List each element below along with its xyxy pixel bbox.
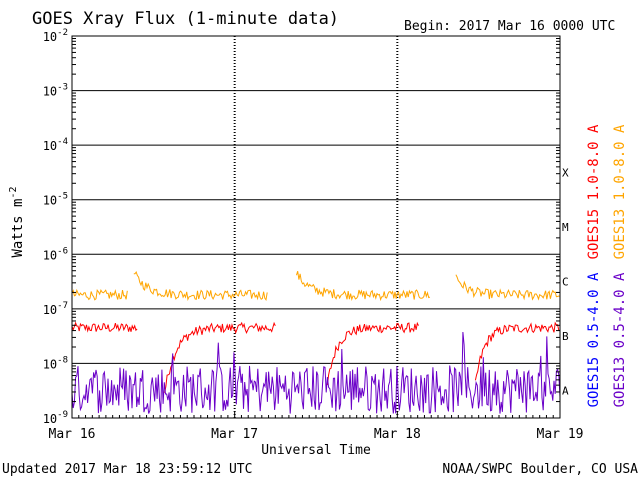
y-axis-title: Watts m-2 xyxy=(8,186,26,257)
series-line xyxy=(474,321,561,381)
y-tick-base: 10 xyxy=(43,194,57,208)
begin-label: Begin: 2017 Mar 16 0000 UTC xyxy=(404,19,615,34)
data-series-layer xyxy=(71,271,561,414)
series-1 xyxy=(71,271,561,302)
y-tick-base: 10 xyxy=(43,30,57,44)
y-tick-base: 10 xyxy=(43,139,57,153)
x-tick-label: Mar 18 xyxy=(374,427,421,442)
series-line xyxy=(71,288,128,301)
y-tick-label: 10-6 xyxy=(43,246,68,262)
flare-class-x: X xyxy=(562,166,569,179)
flare-class-m: M xyxy=(562,221,569,234)
series-line xyxy=(326,321,419,386)
y-tick-label: 10-5 xyxy=(43,192,68,208)
y-axis-label-sup: -2 xyxy=(8,186,19,198)
legend-entry: GOES13 0.5-4.0 A xyxy=(612,272,628,407)
y-tick-base: 10 xyxy=(43,412,57,426)
legend-entry: GOES13 1.0-8.0 A xyxy=(612,124,628,259)
legend-entry: GOES15 0.5-4.0 A xyxy=(586,272,602,407)
y-tick-label: 10-8 xyxy=(43,355,68,371)
plot-area xyxy=(72,36,560,418)
plot-background xyxy=(72,36,560,418)
series-line xyxy=(455,274,561,301)
y-tick-exponent: -4 xyxy=(57,137,68,147)
legend-entry: GOES15 1.0-8.0 A xyxy=(586,124,602,259)
x-tick-label: Mar 17 xyxy=(211,427,258,442)
y-tick-exponent: -3 xyxy=(57,83,68,93)
series-line xyxy=(71,331,561,414)
y-tick-base: 10 xyxy=(43,357,57,371)
y-tick-label: 10-9 xyxy=(43,410,68,426)
x-axis-label: Universal Time xyxy=(261,443,371,458)
series-line xyxy=(71,321,138,333)
svg-text:Watts m-2: Watts m-2 xyxy=(8,186,26,257)
y-tick-label: 10-4 xyxy=(43,137,68,153)
chart-title: GOES Xray Flux (1-minute data) xyxy=(32,9,339,29)
y-tick-exponent: -5 xyxy=(57,192,68,202)
updated-label: Updated 2017 Mar 18 23:59:12 UTC xyxy=(2,462,252,477)
y-tick-exponent: -7 xyxy=(57,301,68,311)
y-tick-label: 10-7 xyxy=(43,301,68,317)
y-tick-label: 10-2 xyxy=(43,28,68,44)
series-line xyxy=(133,271,268,302)
y-tick-exponent: -6 xyxy=(57,246,68,256)
series-3 xyxy=(71,331,561,414)
x-tick-label: Mar 19 xyxy=(537,427,584,442)
y-tick-label: 10-3 xyxy=(43,83,68,99)
flare-class-b: B xyxy=(562,330,569,343)
series-line xyxy=(164,321,276,393)
y-tick-base: 10 xyxy=(43,303,57,317)
y-axis-label: Watts m xyxy=(10,199,26,258)
credit-label: NOAA/SWPC Boulder, CO USA xyxy=(442,462,638,477)
series-line xyxy=(296,271,431,302)
series-0 xyxy=(71,321,561,393)
y-tick-exponent: -2 xyxy=(57,28,68,38)
x-tick-label: Mar 16 xyxy=(49,427,96,442)
y-tick-base: 10 xyxy=(43,85,57,99)
y-tick-base: 10 xyxy=(43,248,57,262)
y-tick-exponent: -9 xyxy=(57,410,68,420)
flare-class-c: C xyxy=(562,276,569,289)
y-tick-exponent: -8 xyxy=(57,355,68,365)
flare-class-a: A xyxy=(562,385,569,398)
